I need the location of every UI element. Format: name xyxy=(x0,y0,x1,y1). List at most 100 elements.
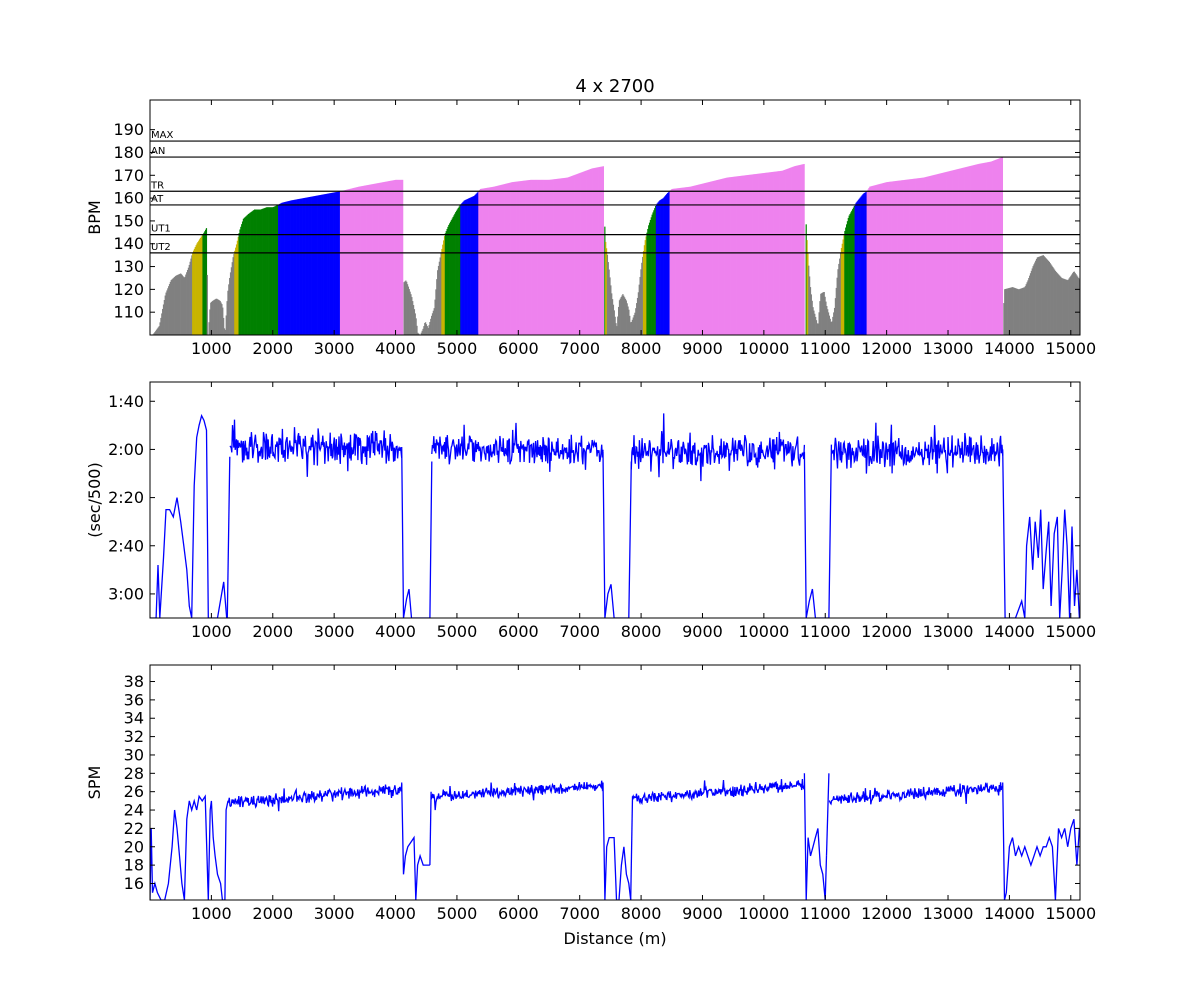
hr-bar xyxy=(982,163,984,335)
hr-bar xyxy=(486,187,489,335)
hr-bar xyxy=(747,174,749,335)
hr-bar xyxy=(681,187,683,335)
hr-bar xyxy=(390,180,392,335)
hr-bar xyxy=(820,293,822,335)
hr-bar xyxy=(888,181,891,335)
hr-bar xyxy=(181,275,184,335)
hr-bar xyxy=(495,186,497,335)
hr-bar xyxy=(798,165,800,335)
hr-bar xyxy=(678,188,680,335)
hr-bar xyxy=(400,179,403,335)
hr-bar xyxy=(691,186,694,335)
x-tick-label: 15000 xyxy=(1045,622,1096,641)
hr-bar xyxy=(286,201,288,335)
hr-bar xyxy=(476,192,478,335)
hr-bar xyxy=(742,175,744,335)
hr-bar xyxy=(826,306,828,335)
hr-bar xyxy=(250,212,252,335)
hr-bar xyxy=(874,185,876,335)
hr-bar xyxy=(864,192,866,335)
hr-bar xyxy=(431,313,434,335)
hr-bar xyxy=(158,326,160,335)
hr-bar xyxy=(706,182,708,335)
hr-bar xyxy=(297,199,300,335)
hr-bar xyxy=(268,207,270,335)
hr-bar xyxy=(743,175,745,335)
y-tick-label: 150 xyxy=(113,211,144,230)
hr-bar xyxy=(465,199,467,335)
hr-bar xyxy=(763,173,765,335)
hr-bar xyxy=(741,175,743,335)
hr-bar xyxy=(976,164,978,335)
hr-bar xyxy=(756,173,758,335)
hr-bar xyxy=(919,178,921,335)
hr-bar xyxy=(505,183,508,335)
hr-bar xyxy=(508,182,510,335)
hr-bar xyxy=(229,277,231,335)
hr-bar xyxy=(905,179,907,335)
hr-bar xyxy=(752,174,754,335)
hr-bar xyxy=(260,209,262,335)
y-tick-label: 20 xyxy=(124,837,144,856)
hr-bar xyxy=(311,196,313,335)
hr-bar xyxy=(849,213,851,335)
x-tick-label: 11000 xyxy=(800,339,851,358)
hr-bar xyxy=(721,178,724,335)
hr-bar xyxy=(503,184,505,335)
hr-bar xyxy=(295,199,297,335)
hr-bar xyxy=(755,173,757,335)
hr-bar xyxy=(485,188,487,335)
hr-bar xyxy=(502,184,504,335)
hr-bar xyxy=(166,290,168,335)
hr-bar xyxy=(986,162,988,335)
hr-bar xyxy=(372,184,374,335)
hr-bar xyxy=(758,173,760,335)
hr-bar xyxy=(667,192,670,335)
hr-bar xyxy=(521,180,523,335)
hr-bar xyxy=(1076,275,1078,335)
hr-bar xyxy=(313,196,315,335)
hr-bar xyxy=(758,173,761,335)
x-tick-label: 14000 xyxy=(984,339,1035,358)
hr-bar xyxy=(753,174,756,335)
hr-bar xyxy=(850,212,852,335)
hr-bar xyxy=(473,196,475,335)
hr-bar xyxy=(581,172,583,335)
hr-bar xyxy=(169,281,171,335)
hr-bar xyxy=(266,207,269,335)
hr-bar xyxy=(1071,274,1073,335)
hr-bar xyxy=(802,164,804,335)
hr-bar xyxy=(703,183,706,335)
hr-bar xyxy=(467,198,470,335)
x-tick-label: 12000 xyxy=(861,622,912,641)
hr-bar xyxy=(383,181,385,335)
hr-bar xyxy=(395,179,397,335)
hr-bar xyxy=(228,284,230,335)
hr-bar xyxy=(440,253,442,335)
hr-bar xyxy=(861,195,863,335)
hr-bar xyxy=(512,182,514,335)
hr-bar xyxy=(630,321,633,335)
hr-bar xyxy=(212,300,214,335)
hr-bar xyxy=(789,167,792,335)
hr-bar xyxy=(1004,288,1007,335)
hr-bar xyxy=(618,300,621,335)
hr-bar xyxy=(935,174,937,335)
hr-bar xyxy=(492,186,495,335)
hr-bar xyxy=(911,179,913,335)
hr-bar xyxy=(1038,256,1040,335)
hr-bar xyxy=(684,187,686,335)
x-tick-label: 8000 xyxy=(621,339,662,358)
hr-bar xyxy=(703,183,705,335)
hr-bar xyxy=(815,316,817,335)
hr-bar xyxy=(890,181,892,335)
hr-bar xyxy=(497,185,499,335)
hr-bar xyxy=(888,181,890,335)
hr-bar xyxy=(1033,264,1035,335)
hr-bar xyxy=(284,201,287,335)
hr-bar xyxy=(373,183,375,335)
hr-bar xyxy=(164,295,166,335)
hr-bar xyxy=(462,201,465,335)
hr-bar xyxy=(788,168,790,335)
y-tick-label: 2:00 xyxy=(108,440,144,459)
